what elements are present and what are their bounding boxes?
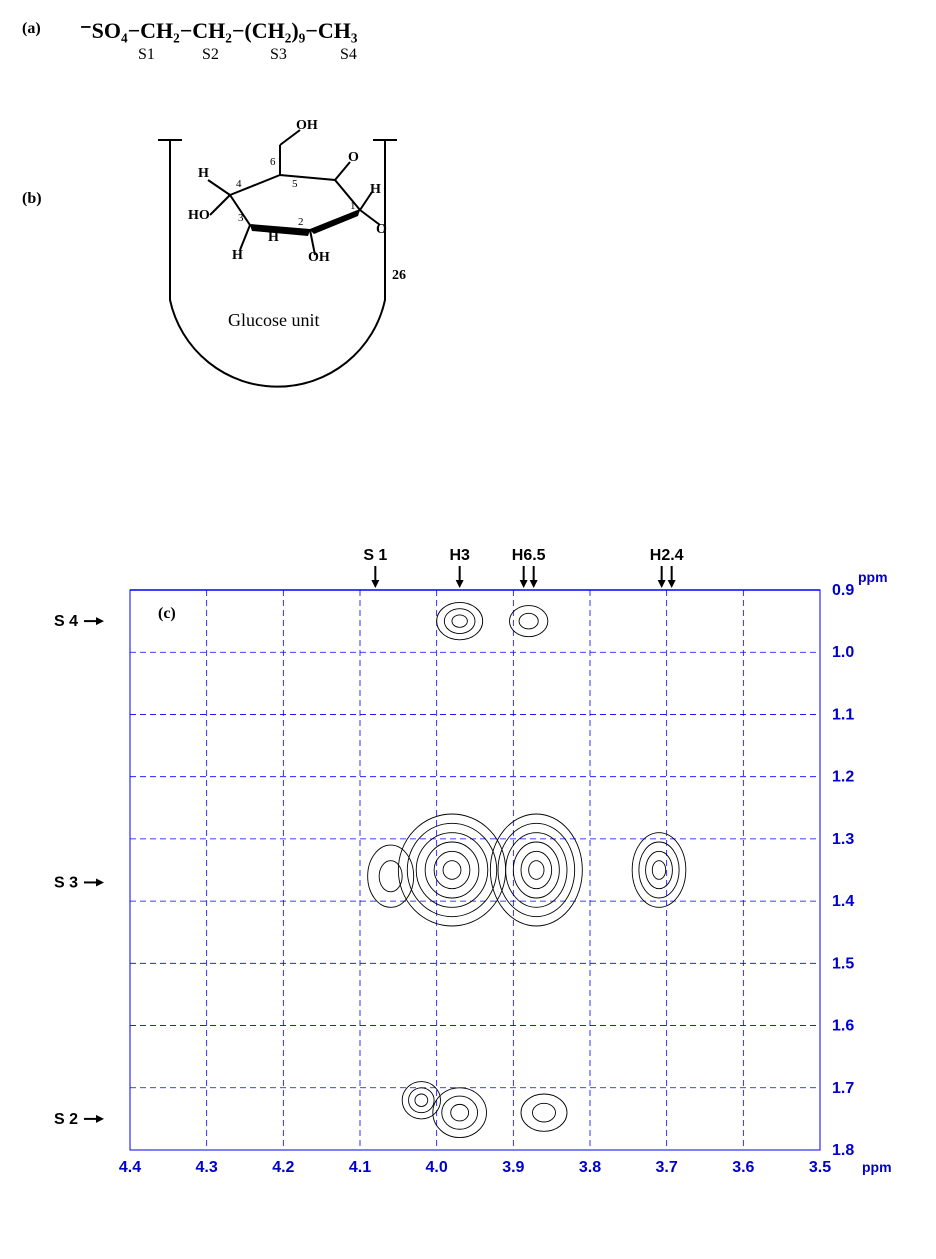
svg-text:H6.5: H6.5 xyxy=(512,547,546,564)
svg-text:S 4: S 4 xyxy=(54,613,78,630)
svg-text:1.5: 1.5 xyxy=(832,955,854,972)
svg-text:4.2: 4.2 xyxy=(272,1159,294,1176)
svg-text:1.1: 1.1 xyxy=(832,706,854,723)
svg-text:ppm: ppm xyxy=(858,569,888,585)
svg-text:3.9: 3.9 xyxy=(502,1159,524,1176)
svg-text:4.0: 4.0 xyxy=(426,1159,448,1176)
svg-text:H2.4: H2.4 xyxy=(650,547,684,564)
svg-text:1.2: 1.2 xyxy=(832,769,854,786)
svg-text:1.7: 1.7 xyxy=(832,1080,854,1097)
svg-text:(c): (c) xyxy=(158,605,176,622)
page: (a) ⁻SO₄−CH₂−CH₂−(CH₂)₉−CH₃ S1 S2 S3 S4 … xyxy=(0,0,936,1254)
svg-text:1.3: 1.3 xyxy=(832,831,854,848)
svg-text:S 2: S 2 xyxy=(54,1111,78,1128)
svg-text:3.6: 3.6 xyxy=(732,1159,754,1176)
svg-text:3.7: 3.7 xyxy=(656,1159,678,1176)
svg-text:1.6: 1.6 xyxy=(832,1018,854,1035)
svg-text:4.1: 4.1 xyxy=(349,1159,371,1176)
svg-text:ppm: ppm xyxy=(862,1159,892,1175)
svg-text:H3: H3 xyxy=(449,547,470,564)
svg-text:4.4: 4.4 xyxy=(119,1159,141,1176)
svg-text:1.4: 1.4 xyxy=(832,893,854,910)
svg-text:3.5: 3.5 xyxy=(809,1159,831,1176)
panel-c-container: 4.44.34.24.14.03.93.83.73.63.5ppm0.91.01… xyxy=(0,0,936,1254)
svg-text:4.3: 4.3 xyxy=(196,1159,218,1176)
svg-text:S 1: S 1 xyxy=(363,547,387,564)
svg-text:1.0: 1.0 xyxy=(832,644,854,661)
nmr-spectrum-svg: 4.44.34.24.14.03.93.83.73.63.5ppm0.91.01… xyxy=(0,0,936,1254)
svg-text:3.8: 3.8 xyxy=(579,1159,601,1176)
svg-text:S 3: S 3 xyxy=(54,874,78,891)
svg-text:0.9: 0.9 xyxy=(832,582,854,599)
svg-text:1.8: 1.8 xyxy=(832,1142,854,1159)
